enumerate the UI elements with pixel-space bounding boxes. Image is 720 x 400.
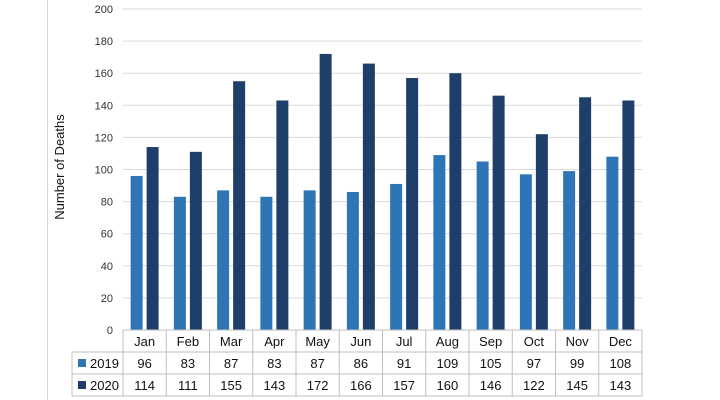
y-tick-label: 80 bbox=[101, 197, 113, 209]
x-tick-label: Nov bbox=[566, 334, 590, 349]
bar-2019-feb bbox=[173, 196, 186, 330]
legend-key-2019 bbox=[78, 359, 86, 367]
y-tick-label: 200 bbox=[95, 4, 113, 16]
legend-key-2020 bbox=[78, 381, 86, 389]
table-value: 111 bbox=[178, 378, 198, 393]
table-value: 160 bbox=[437, 378, 459, 393]
table-value: 83 bbox=[181, 356, 195, 371]
x-tick-label: May bbox=[305, 334, 330, 349]
bar-2020-mar bbox=[233, 81, 246, 330]
x-tick-label: Dec bbox=[609, 334, 633, 349]
bar-2019-may bbox=[303, 190, 316, 330]
bar-2019-sep bbox=[476, 161, 489, 330]
y-tick-label: 40 bbox=[101, 261, 113, 273]
y-tick-label: 0 bbox=[107, 325, 113, 337]
bar-2020-sep bbox=[492, 95, 505, 330]
bar-2020-oct bbox=[535, 134, 548, 330]
table-value: 114 bbox=[134, 378, 155, 393]
table-value: 143 bbox=[610, 378, 632, 393]
legend-label: 2020 bbox=[90, 378, 119, 393]
bar-2020-jun bbox=[362, 63, 375, 330]
y-tick-label: 120 bbox=[95, 132, 113, 144]
bar-2020-aug bbox=[449, 73, 462, 330]
bar-2019-aug bbox=[433, 155, 446, 330]
bar-2019-apr bbox=[260, 196, 273, 330]
table-value: 96 bbox=[137, 356, 151, 371]
table-value: 157 bbox=[393, 378, 415, 393]
bar-2019-jul bbox=[390, 183, 403, 330]
y-tick-label: 160 bbox=[95, 68, 113, 80]
bar-2020-apr bbox=[276, 100, 289, 330]
x-tick-label: Sep bbox=[479, 334, 502, 349]
data-table: Jan Feb Mar Apr May Jun Jul Aug Sep Oct Nov Dec 2019… bbox=[71, 329, 643, 397]
bar-2020-nov bbox=[579, 97, 592, 331]
table-value: 105 bbox=[480, 356, 502, 371]
bar-2020-dec bbox=[622, 100, 635, 330]
y-tick-label: 60 bbox=[101, 229, 113, 241]
bar-2020-feb bbox=[189, 151, 202, 330]
table-value: 155 bbox=[220, 378, 242, 393]
table-value: 166 bbox=[350, 378, 372, 393]
table-value: 122 bbox=[523, 378, 545, 393]
table-value: 172 bbox=[307, 378, 329, 393]
table-value: 108 bbox=[610, 356, 632, 371]
table-value: 99 bbox=[570, 356, 584, 371]
bar-2019-jun bbox=[346, 191, 359, 330]
x-tick-label: Apr bbox=[264, 334, 285, 349]
x-tick-label: Jan bbox=[134, 334, 155, 349]
x-tick-label: Oct bbox=[524, 334, 545, 349]
table-value: 109 bbox=[437, 356, 459, 371]
table-value: 86 bbox=[354, 356, 368, 371]
x-tick-label: Feb bbox=[177, 334, 199, 349]
x-tick-label: Jun bbox=[350, 334, 371, 349]
bar-2019-mar bbox=[217, 190, 230, 330]
bar-2019-jan bbox=[130, 175, 143, 330]
bar-2019-nov bbox=[563, 171, 576, 330]
bar-2020-jan bbox=[146, 147, 159, 330]
table-value: 145 bbox=[566, 378, 588, 393]
x-tick-label: Aug bbox=[436, 334, 459, 349]
table-value: 87 bbox=[310, 356, 324, 371]
y-tick-label: 20 bbox=[101, 293, 113, 305]
table-value: 146 bbox=[480, 378, 502, 393]
y-tick-label: 140 bbox=[95, 100, 113, 112]
table-value: 143 bbox=[264, 378, 286, 393]
table-value: 87 bbox=[224, 356, 238, 371]
table-value: 97 bbox=[527, 356, 541, 371]
left-frame-line bbox=[47, 0, 48, 400]
table-value: 83 bbox=[267, 356, 281, 371]
bar-2020-jul bbox=[406, 78, 419, 330]
y-tick-label: 100 bbox=[95, 165, 113, 177]
y-axis-ticks: 0 20 40 60 80 100 120 140 160 180 200 bbox=[95, 4, 113, 337]
bar-2019-oct bbox=[519, 174, 532, 330]
y-tick-label: 180 bbox=[95, 36, 113, 48]
x-tick-label: Mar bbox=[220, 334, 243, 349]
table-value: 91 bbox=[397, 356, 411, 371]
x-tick-label: Jul bbox=[396, 334, 413, 349]
bar-2020-may bbox=[319, 53, 332, 330]
legend-label: 2019 bbox=[90, 356, 119, 371]
y-axis-label: Number of Deaths bbox=[52, 114, 67, 220]
bar-2019-dec bbox=[606, 156, 619, 330]
bars bbox=[130, 53, 635, 331]
